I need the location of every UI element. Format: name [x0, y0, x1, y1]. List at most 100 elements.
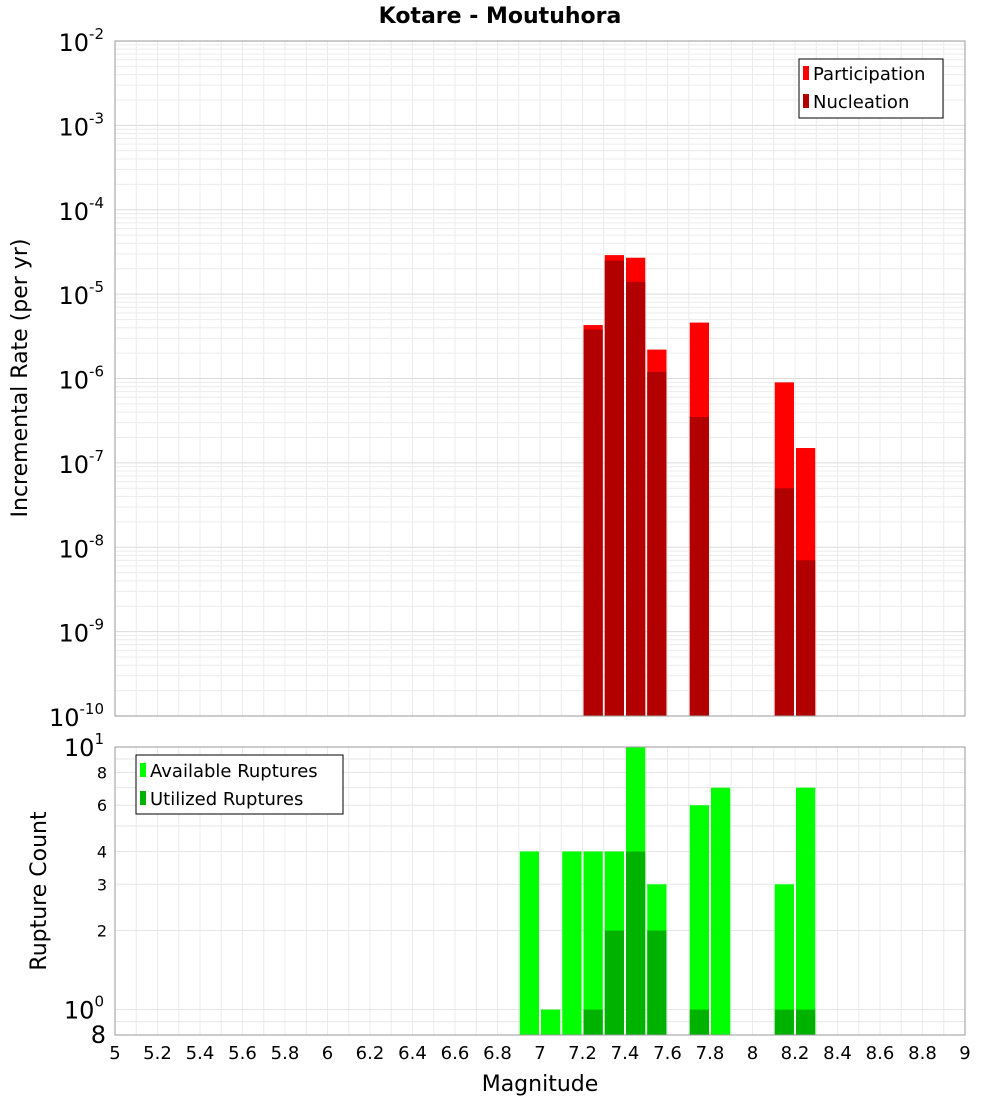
bottom-y-tick-label: 8	[97, 763, 107, 782]
legend-label-nucleation: Nucleation	[813, 92, 909, 113]
chart-title: Kotare - Moutuhora	[379, 4, 622, 29]
legend-label-utilized-ruptures: Utilized Ruptures	[150, 789, 303, 810]
x-tick-label: 5	[109, 1043, 120, 1064]
tick-exponent: -2	[89, 25, 104, 43]
tick-exponent: 1	[94, 730, 104, 748]
top-bar-nucleation-m7_45	[626, 281, 646, 716]
bottom-bar-utilized-ruptures-m8_15	[774, 1009, 794, 1035]
legend-swatch-nucleation	[803, 94, 809, 108]
top-y-tick-label: 10-2	[58, 25, 104, 57]
top-y-tick-label: 10-3	[58, 109, 104, 141]
bottom-y-tick-label: 2	[97, 922, 107, 941]
top-bar-nucleation-m7_75	[689, 416, 709, 716]
top-bar-nucleation-m7_55	[647, 371, 667, 716]
top-y-tick-label: 10-7	[58, 447, 104, 479]
bottom-y-tick-label: 4	[97, 842, 107, 861]
bottom-y-tick-label: 6	[97, 796, 107, 815]
bottom-y-tick-label: 8	[91, 1021, 106, 1049]
bottom-bar-available-ruptures-m7_15	[562, 851, 582, 1035]
x-tick-label: 6.8	[483, 1043, 512, 1064]
legend-swatch-utilized-ruptures	[140, 791, 146, 805]
tick-exponent: -7	[89, 447, 104, 465]
x-tick-label: 8.2	[781, 1043, 810, 1064]
tick-base: 10	[64, 734, 95, 762]
x-tick-label: 8	[747, 1043, 758, 1064]
bottom-bar-utilized-ruptures-m7_75	[689, 1009, 709, 1035]
top-grid	[114, 41, 966, 717]
tick-exponent: -6	[89, 363, 104, 381]
bottom-bar-utilized-ruptures-m7_35	[604, 930, 624, 1035]
tick-exponent: -10	[80, 700, 105, 718]
top-plot-frame	[114, 40, 966, 717]
bottom-bar-available-ruptures-m7_85	[711, 787, 731, 1035]
x-tick-label: 7.6	[653, 1043, 682, 1064]
tick-base: 10	[58, 198, 89, 226]
bottom-bar-available-ruptures-m6_95	[519, 851, 539, 1035]
top-y-tick-label: 10-5	[58, 278, 104, 310]
bottom-bars	[519, 747, 816, 1035]
tick-base: 10	[58, 113, 89, 141]
top-bar-nucleation-m8_15	[774, 488, 794, 716]
tick-base: 10	[49, 704, 80, 732]
tick-base: 10	[58, 282, 89, 310]
bottom-bar-available-ruptures-m8_15	[774, 884, 794, 1035]
top-y-axis-label: Incremental Rate (per yr)	[8, 239, 33, 518]
x-tick-label: 8.8	[908, 1043, 937, 1064]
x-tick-label: 5.8	[271, 1043, 300, 1064]
tick-base: 10	[58, 535, 89, 563]
legend-label-participation: Participation	[813, 64, 925, 85]
x-tick-label: 6.2	[356, 1043, 385, 1064]
tick-base: 10	[58, 29, 89, 57]
top-panel: 10-210-310-410-510-610-710-810-910-10 In…	[8, 25, 966, 732]
bottom-bar-utilized-ruptures-m7_45	[626, 851, 646, 1035]
top-y-ticks: 10-210-310-410-510-610-710-810-910-10	[49, 25, 104, 732]
top-bars	[583, 255, 816, 716]
bottom-legend-box	[135, 754, 344, 815]
bottom-y-tick-label: 101	[64, 730, 104, 762]
x-tick-label: 9	[959, 1043, 970, 1064]
bottom-bar-available-ruptures-m7_05	[541, 1009, 561, 1035]
bottom-y-axis-label: Rupture Count	[27, 811, 52, 971]
x-tick-label: 7	[534, 1043, 545, 1064]
tick-base: 10	[58, 451, 89, 479]
bottom-bar-available-ruptures-m7_25	[583, 851, 603, 1035]
tick-exponent: -8	[89, 531, 104, 549]
legend-swatch-available-ruptures	[140, 763, 146, 777]
bottom-bar-utilized-ruptures-m8_25	[796, 1009, 816, 1035]
x-ticks: 5 5.2 5.4 5.6 5.8 6 6.2 6.4 6.6 6.8 7 7.2 7.4 7.6 7.8 8…	[109, 1043, 970, 1064]
x-tick-label: 7.4	[611, 1043, 640, 1064]
tick-exponent: -9	[89, 616, 104, 634]
bottom-bar-utilized-ruptures-m7_55	[647, 930, 667, 1035]
legend-label-available-ruptures: Available Ruptures	[150, 761, 318, 782]
x-tick-label: 5.2	[143, 1043, 172, 1064]
top-bar-nucleation-m7_35	[604, 260, 624, 716]
x-tick-label: 8.4	[823, 1043, 852, 1064]
bottom-bar-available-ruptures-m7_75	[689, 805, 709, 1035]
bottom-bar-utilized-ruptures-m7_25	[583, 1009, 603, 1035]
bottom-legend: Available Ruptures Utilized Ruptures	[135, 754, 344, 815]
x-tick-label: 6.4	[398, 1043, 427, 1064]
top-y-tick-label: 10-10	[49, 700, 104, 732]
tick-exponent: -5	[89, 278, 104, 296]
x-tick-label: 5.6	[228, 1043, 257, 1064]
x-tick-label: 5.4	[186, 1043, 215, 1064]
bottom-y-tick-label: 100	[64, 993, 104, 1025]
tick-exponent: 0	[94, 993, 104, 1011]
top-legend: Participation Nucleation	[798, 58, 944, 119]
top-bar-nucleation-m7_25	[583, 329, 603, 716]
tick-base: 10	[64, 997, 95, 1025]
tick-base: 10	[58, 367, 89, 395]
tick-exponent: -4	[89, 194, 104, 212]
x-tick-label: 7.8	[696, 1043, 725, 1064]
bottom-bar-available-ruptures-m8_25	[796, 787, 816, 1035]
x-tick-label: 8.6	[866, 1043, 895, 1064]
top-y-tick-label: 10-6	[58, 363, 104, 395]
top-y-tick-label: 10-8	[58, 531, 104, 563]
top-y-tick-label: 10-4	[58, 194, 104, 226]
x-tick-label: 6	[322, 1043, 333, 1064]
legend-swatch-participation	[803, 66, 809, 80]
top-legend-box	[798, 58, 944, 119]
bottom-plot-frame	[114, 746, 966, 1036]
